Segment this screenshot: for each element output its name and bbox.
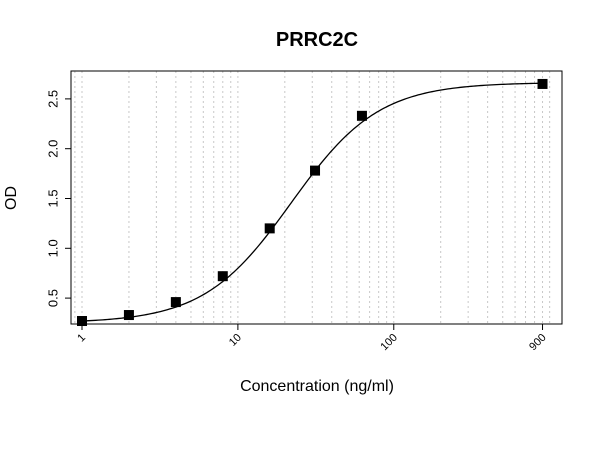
data-points — [77, 78, 548, 327]
grid-lines — [74, 71, 551, 324]
plot-frame — [70, 70, 563, 325]
x-tick-label: 10 — [227, 332, 244, 349]
x-tick-label: 900 — [527, 332, 548, 353]
x-tick-label: 1 — [75, 332, 88, 345]
y-tick-label: 0.5 — [46, 289, 61, 307]
data-point — [217, 271, 228, 282]
data-point — [356, 110, 367, 121]
x-axis: 1 10 100 900 — [75, 324, 549, 353]
data-point — [537, 78, 548, 89]
y-axis: 0.5 1.0 1.5 2.0 2.5 — [46, 90, 71, 307]
y-axis-label: OD — [3, 186, 20, 210]
data-point — [264, 223, 275, 234]
x-tick-label: 100 — [378, 332, 399, 353]
data-point — [310, 165, 321, 176]
y-tick-label: 2.0 — [46, 140, 61, 158]
data-point — [123, 310, 134, 321]
y-tick-label: 1.5 — [46, 189, 61, 207]
data-point — [170, 297, 181, 308]
x-axis-label: Concentration (ng/ml) — [240, 378, 394, 395]
chart-title: PRRC2C — [276, 29, 358, 51]
data-point — [77, 316, 88, 327]
y-tick-label: 2.5 — [46, 90, 61, 108]
y-tick-label: 1.0 — [46, 239, 61, 257]
